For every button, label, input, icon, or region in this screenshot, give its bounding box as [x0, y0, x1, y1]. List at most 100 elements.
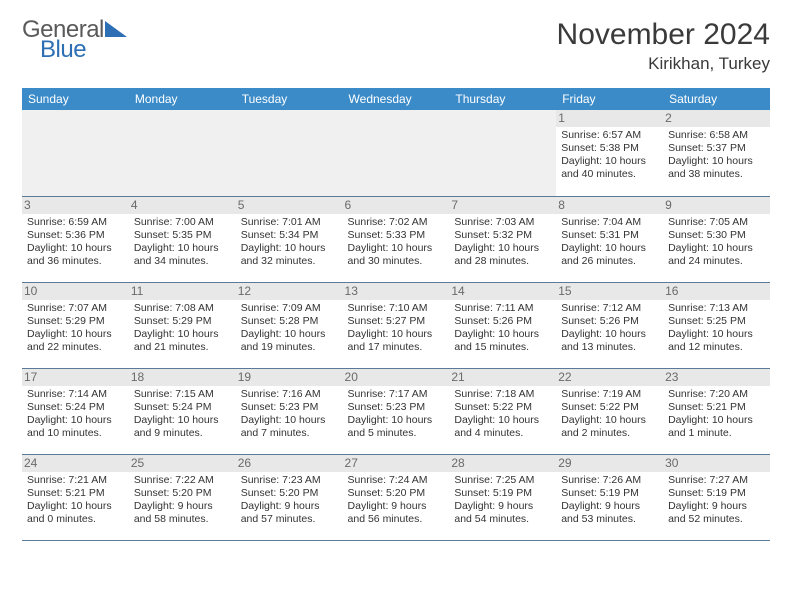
day-cell: 11Sunrise: 7:08 AMSunset: 5:29 PMDayligh…	[129, 282, 236, 368]
day-cell: 15 Sunrise: 7:12 AMSunset: 5:26 PMDayligh…	[556, 282, 663, 368]
logo: General Blue	[22, 18, 127, 62]
day-info: Sunrise: 7:11 AMSunset: 5:26 PMDaylight:…	[454, 302, 551, 355]
empty-cell	[129, 110, 236, 196]
day-cell: 3 Sunrise: 6:59 AMSunset: 5:36 PMDaylight…	[22, 196, 129, 282]
day-cell: 19 Sunrise: 7:16 AMSunset: 5:23 PMDayligh…	[236, 368, 343, 454]
day-info: Sunrise: 7:15 AMSunset: 5:24 PMDaylight:…	[134, 388, 231, 441]
day-info: Sunrise: 7:19 AMSunset: 5:22 PMDaylight:…	[561, 388, 658, 441]
day-info: Sunrise: 7:24 AMSunset: 5:20 PMDaylight:…	[348, 474, 445, 527]
day-info: Sunrise: 7:03 AMSunset: 5:32 PMDaylight:…	[454, 216, 551, 269]
day-info: Sunrise: 7:04 AMSunset: 5:31 PMDaylight:…	[561, 216, 658, 269]
day-number: 24	[22, 455, 129, 472]
dayhead-tuesday: Tuesday	[236, 88, 343, 110]
day-number: 26	[236, 455, 343, 472]
day-number: 9	[663, 197, 770, 214]
day-cell: 30Sunrise: 7:27 AMSunset: 5:19 PMDayligh…	[663, 454, 770, 540]
day-number: 8	[556, 197, 663, 214]
day-info: Sunrise: 7:12 AMSunset: 5:26 PMDaylight:…	[561, 302, 658, 355]
day-number: 15	[556, 283, 663, 300]
calendar-row: 17 Sunrise: 7:14 AMSunset: 5:24 PMDayligh…	[22, 368, 770, 454]
location-label: Kirikhan, Turkey	[557, 54, 770, 74]
day-info: Sunrise: 7:26 AMSunset: 5:19 PMDaylight:…	[561, 474, 658, 527]
day-info: Sunrise: 7:20 AMSunset: 5:21 PMDaylight:…	[668, 388, 765, 441]
day-number: 25	[129, 455, 236, 472]
empty-cell	[236, 110, 343, 196]
day-number: 6	[343, 197, 450, 214]
day-cell: 20 Sunrise: 7:17 AMSunset: 5:23 PMDayligh…	[343, 368, 450, 454]
day-number: 16	[663, 283, 770, 300]
day-number: 5	[236, 197, 343, 214]
dayhead-saturday: Saturday	[663, 88, 770, 110]
day-info: Sunrise: 7:00 AMSunset: 5:35 PMDaylight:…	[134, 216, 231, 269]
day-info: Sunrise: 7:01 AMSunset: 5:34 PMDaylight:…	[241, 216, 338, 269]
day-number: 27	[343, 455, 450, 472]
day-cell: 18 Sunrise: 7:15 AMSunset: 5:24 PMDayligh…	[129, 368, 236, 454]
page-title: November 2024	[557, 18, 770, 52]
day-info: Sunrise: 7:21 AMSunset: 5:21 PMDaylight:…	[27, 474, 124, 527]
dayhead-sunday: Sunday	[22, 88, 129, 110]
dayhead-monday: Monday	[129, 88, 236, 110]
day-cell: 6 Sunrise: 7:02 AMSunset: 5:33 PMDaylight…	[343, 196, 450, 282]
day-number: 29	[556, 455, 663, 472]
day-info: Sunrise: 7:23 AMSunset: 5:20 PMDaylight:…	[241, 474, 338, 527]
day-number: 12	[236, 283, 343, 300]
day-info: Sunrise: 6:57 AMSunset: 5:38 PMDaylight:…	[561, 129, 658, 182]
day-cell: 16 Sunrise: 7:13 AMSunset: 5:25 PMDayligh…	[663, 282, 770, 368]
day-cell: 2Sunrise: 6:58 AMSunset: 5:37 PMDaylight…	[663, 110, 770, 196]
day-cell: 4 Sunrise: 7:00 AMSunset: 5:35 PMDaylight…	[129, 196, 236, 282]
day-cell: 13Sunrise: 7:10 AMSunset: 5:27 PMDayligh…	[343, 282, 450, 368]
day-cell: 29 Sunrise: 7:26 AMSunset: 5:19 PMDayligh…	[556, 454, 663, 540]
logo-text-blue: Blue	[40, 38, 127, 62]
day-number: 22	[556, 369, 663, 386]
day-info: Sunrise: 7:13 AMSunset: 5:25 PMDaylight:…	[668, 302, 765, 355]
day-info: Sunrise: 7:09 AMSunset: 5:28 PMDaylight:…	[241, 302, 338, 355]
day-cell: 9 Sunrise: 7:05 AMSunset: 5:30 PMDaylight…	[663, 196, 770, 282]
day-info: Sunrise: 7:18 AMSunset: 5:22 PMDaylight:…	[454, 388, 551, 441]
calendar-row: 1 Sunrise: 6:57 AMSunset: 5:38 PMDaylight…	[22, 110, 770, 196]
day-info: Sunrise: 7:05 AMSunset: 5:30 PMDaylight:…	[668, 216, 765, 269]
dayhead-thursday: Thursday	[449, 88, 556, 110]
day-number: 4	[129, 197, 236, 214]
dayname-row: Sunday Monday Tuesday Wednesday Thursday…	[22, 88, 770, 110]
day-cell: 8 Sunrise: 7:04 AMSunset: 5:31 PMDaylight…	[556, 196, 663, 282]
day-number: 28	[449, 455, 556, 472]
day-info: Sunrise: 6:59 AMSunset: 5:36 PMDaylight:…	[27, 216, 124, 269]
calendar-row: 3 Sunrise: 6:59 AMSunset: 5:36 PMDaylight…	[22, 196, 770, 282]
day-number: 14	[449, 283, 556, 300]
day-info: Sunrise: 6:58 AMSunset: 5:37 PMDaylight:…	[668, 129, 765, 182]
empty-cell	[449, 110, 556, 196]
day-number: 19	[236, 369, 343, 386]
day-cell: 23 Sunrise: 7:20 AMSunset: 5:21 PMDayligh…	[663, 368, 770, 454]
day-cell: 22 Sunrise: 7:19 AMSunset: 5:22 PMDayligh…	[556, 368, 663, 454]
title-block: November 2024 Kirikhan, Turkey	[557, 18, 770, 74]
day-cell: 26 Sunrise: 7:23 AMSunset: 5:20 PMDayligh…	[236, 454, 343, 540]
day-number: 3	[22, 197, 129, 214]
day-number: 7	[449, 197, 556, 214]
dayhead-friday: Friday	[556, 88, 663, 110]
day-cell: 1 Sunrise: 6:57 AMSunset: 5:38 PMDaylight…	[556, 110, 663, 196]
day-cell: 10Sunrise: 7:07 AMSunset: 5:29 PMDayligh…	[22, 282, 129, 368]
day-number: 18	[129, 369, 236, 386]
day-info: Sunrise: 7:16 AMSunset: 5:23 PMDaylight:…	[241, 388, 338, 441]
day-cell: 5 Sunrise: 7:01 AMSunset: 5:34 PMDaylight…	[236, 196, 343, 282]
day-cell: 25Sunrise: 7:22 AMSunset: 5:20 PMDayligh…	[129, 454, 236, 540]
day-number: 23	[663, 369, 770, 386]
empty-cell	[22, 110, 129, 196]
day-number: 1	[556, 110, 663, 127]
day-cell: 24 Sunrise: 7:21 AMSunset: 5:21 PMDayligh…	[22, 454, 129, 540]
day-number: 13	[343, 283, 450, 300]
empty-cell	[343, 110, 450, 196]
day-info: Sunrise: 7:14 AMSunset: 5:24 PMDaylight:…	[27, 388, 124, 441]
day-number: 17	[22, 369, 129, 386]
day-cell: 7 Sunrise: 7:03 AMSunset: 5:32 PMDaylight…	[449, 196, 556, 282]
dayhead-wednesday: Wednesday	[343, 88, 450, 110]
day-number: 11	[129, 283, 236, 300]
day-cell: 17 Sunrise: 7:14 AMSunset: 5:24 PMDayligh…	[22, 368, 129, 454]
day-info: Sunrise: 7:02 AMSunset: 5:33 PMDaylight:…	[348, 216, 445, 269]
logo-sail-icon	[105, 21, 127, 37]
day-number: 21	[449, 369, 556, 386]
header: General Blue November 2024 Kirikhan, Tur…	[22, 18, 770, 74]
day-cell: 27 Sunrise: 7:24 AMSunset: 5:20 PMDayligh…	[343, 454, 450, 540]
day-info: Sunrise: 7:17 AMSunset: 5:23 PMDaylight:…	[348, 388, 445, 441]
day-number: 20	[343, 369, 450, 386]
